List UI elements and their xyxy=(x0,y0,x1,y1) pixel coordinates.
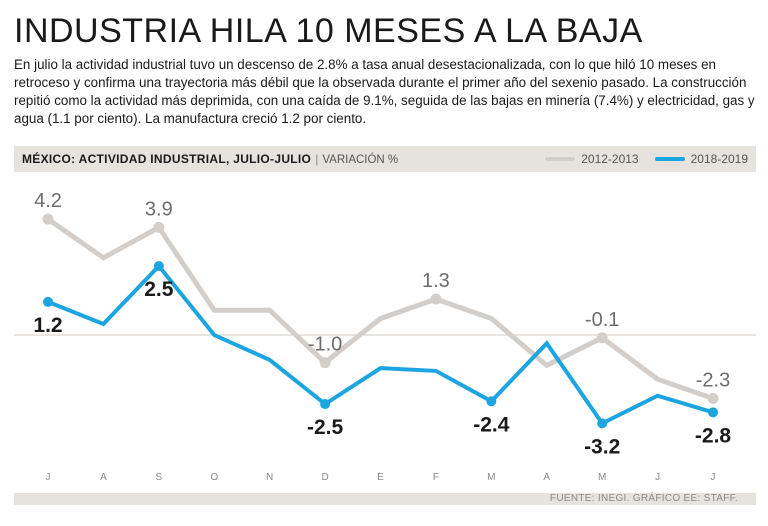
data-label-2018-2019: 1.2 xyxy=(33,314,62,337)
data-label-2018-2019: 2.5 xyxy=(144,278,174,301)
data-point-2018-2019 xyxy=(486,396,497,407)
data-label-2012-2013: -1.0 xyxy=(308,334,342,356)
data-point-2012-2013 xyxy=(430,293,442,305)
x-tick-label: J xyxy=(655,472,660,483)
data-label-2018-2019: -3.2 xyxy=(584,435,620,458)
chart-title: MÉXICO: ACTIVIDAD INDUSTRIAL, JULIO-JULI… xyxy=(22,152,398,166)
data-point-2018-2019 xyxy=(597,418,608,429)
legend-label-2012-2013: 2012-2013 xyxy=(581,152,639,166)
source-note: FUENTE: INEGI. GRÁFICO EE: STAFF. xyxy=(549,493,738,504)
data-point-2012-2013 xyxy=(153,221,165,233)
data-label-2012-2013: 1.3 xyxy=(422,270,450,292)
x-tick-label: J xyxy=(711,472,716,483)
x-tick-label: M xyxy=(598,472,606,483)
x-tick-label: O xyxy=(210,472,218,483)
title-separator: | xyxy=(315,152,319,166)
x-tick-label: F xyxy=(433,472,439,483)
data-point-2012-2013 xyxy=(596,332,608,344)
x-tick-label: N xyxy=(266,472,273,483)
x-tick-label: E xyxy=(377,472,384,483)
data-point-2018-2019 xyxy=(43,296,53,307)
data-point-2018-2019 xyxy=(320,399,331,410)
x-tick-label: M xyxy=(487,472,495,483)
footer-bar: FUENTE: INEGI. GRÁFICO EE: STAFF. xyxy=(14,493,756,505)
x-tick-label: J xyxy=(46,472,51,483)
data-label-2018-2019: -2.8 xyxy=(695,424,732,447)
chart-header-bar: MÉXICO: ACTIVIDAD INDUSTRIAL, JULIO-JULI… xyxy=(14,146,756,172)
x-tick-label: A xyxy=(100,472,107,483)
data-point-2018-2019 xyxy=(708,407,718,418)
legend-swatch-2018-2019 xyxy=(654,157,685,161)
legend-label-2018-2019: 2018-2019 xyxy=(690,152,748,166)
data-label-2012-2013: -0.1 xyxy=(585,309,619,331)
intro-paragraph: En julio la actividad industrial tuvo un… xyxy=(14,57,755,126)
data-point-2012-2013 xyxy=(42,213,54,225)
legend-item-2012-2013: 2012-2013 xyxy=(545,152,639,166)
data-label-2018-2019: -2.5 xyxy=(307,416,344,439)
headline: INDUSTRIA HILA 10 MESES A LA BAJA xyxy=(14,12,643,50)
data-label-2012-2013: 3.9 xyxy=(145,198,173,220)
data-label-2018-2019: -2.4 xyxy=(473,413,510,436)
x-tick-label: D xyxy=(321,472,328,483)
data-label-2012-2013: 4.2 xyxy=(34,190,62,212)
data-point-2012-2013 xyxy=(319,357,331,369)
legend-swatch-2012-2013 xyxy=(545,157,576,161)
chart-subtitle: VARIACIÓN % xyxy=(322,154,399,166)
x-tick-label: A xyxy=(543,472,550,483)
chart-legend: 2012-2013 2018-2019 xyxy=(529,152,748,166)
data-label-2012-2013: -2.3 xyxy=(696,370,730,392)
x-tick-label: S xyxy=(155,472,162,483)
data-point-2012-2013 xyxy=(707,393,719,405)
chart-title-text: MÉXICO: ACTIVIDAD INDUSTRIAL, JULIO-JULI… xyxy=(22,152,312,166)
legend-item-2018-2019: 2018-2019 xyxy=(654,152,748,166)
data-point-2018-2019 xyxy=(153,261,164,272)
